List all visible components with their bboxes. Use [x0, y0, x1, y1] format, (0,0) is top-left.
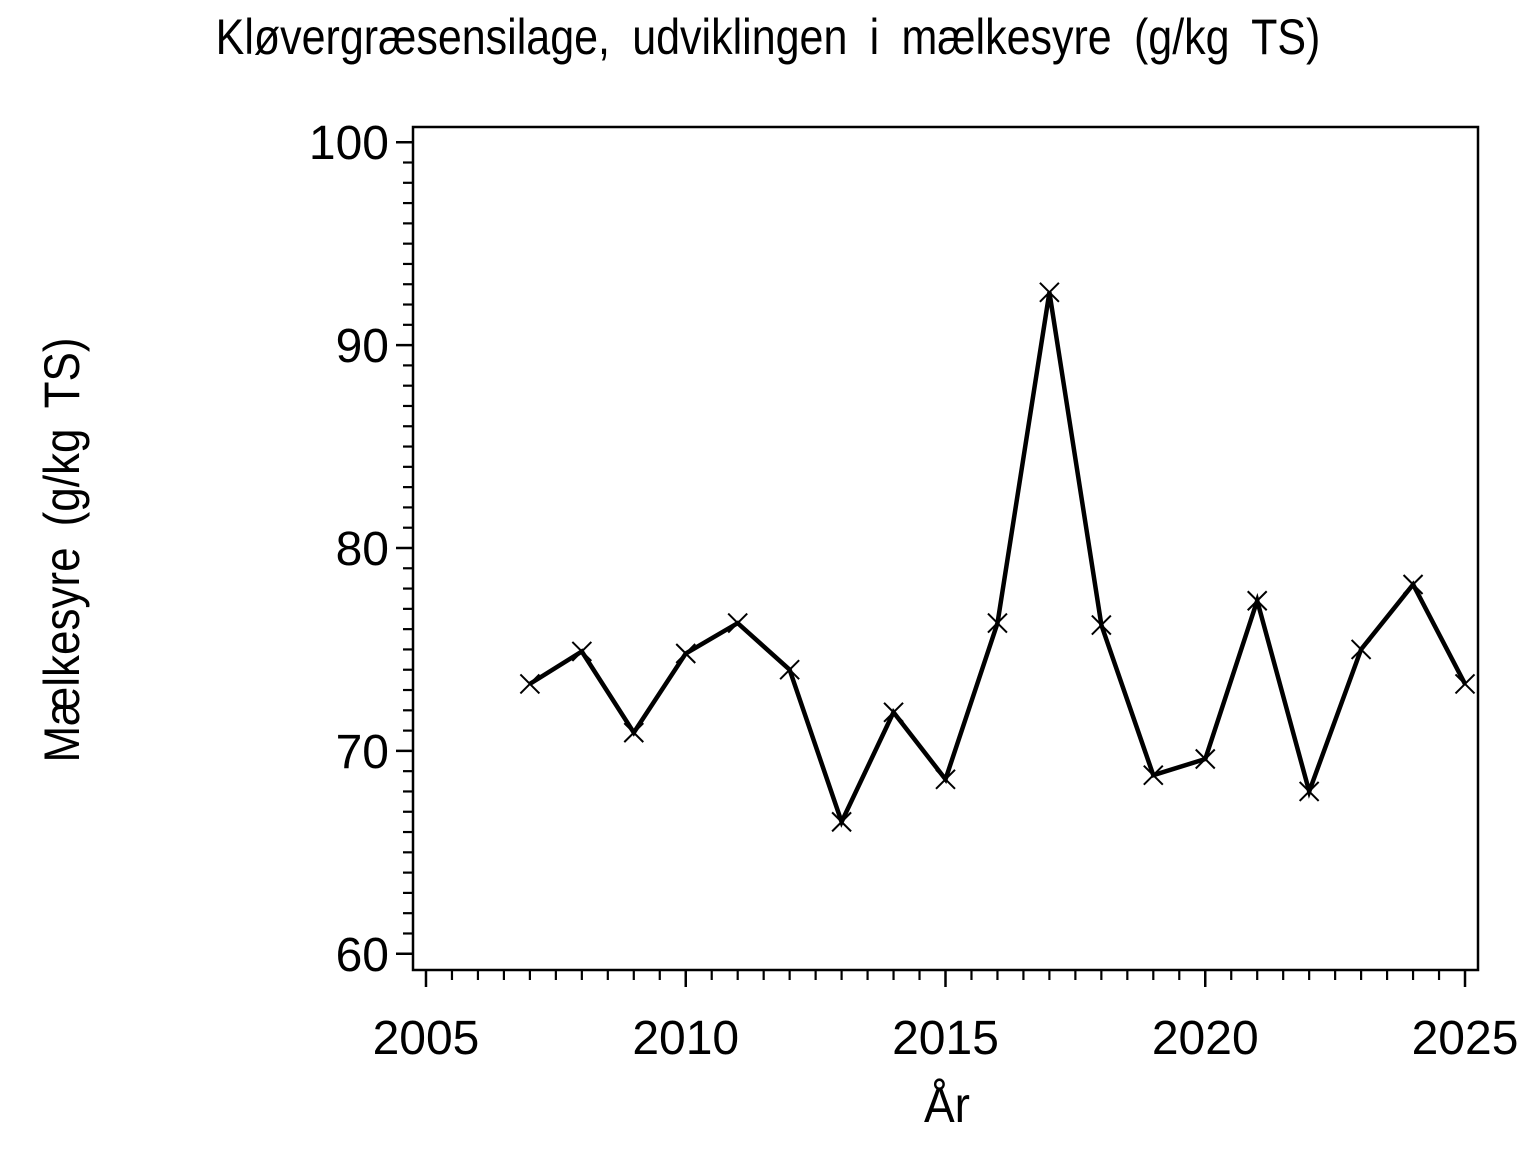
data-point-marker	[1195, 748, 1216, 770]
data-point-marker	[935, 769, 956, 790]
y-tick-label: 80	[336, 523, 389, 576]
x-tick-label: 2015	[892, 1012, 999, 1065]
x-tick-label: 2010	[632, 1012, 739, 1065]
data-point-marker	[1454, 673, 1476, 695]
data-point-marker	[1247, 590, 1268, 611]
y-tick-label: 90	[336, 320, 389, 373]
data-point-marker	[987, 612, 1008, 634]
data-point-marker	[1402, 574, 1424, 595]
data-point-marker	[1039, 282, 1060, 303]
y-tick-label: 60	[336, 929, 389, 982]
data-point-marker	[519, 673, 541, 695]
data-point-marker	[1298, 781, 1320, 802]
y-tick-label: 70	[336, 726, 389, 779]
x-tick-label: 2025	[1412, 1012, 1519, 1065]
data-point-marker	[779, 659, 800, 680]
series-line	[528, 292, 1467, 828]
data-point-marker	[1350, 639, 1372, 660]
x-axis-label: År	[924, 1077, 970, 1133]
plot-frame	[411, 125, 1480, 972]
data-point-marker	[1143, 765, 1164, 786]
data-point-marker	[623, 722, 645, 743]
data-point-marker	[831, 811, 852, 833]
y-tick-label: 100	[309, 117, 389, 170]
x-tick-label: 2005	[373, 1012, 480, 1065]
x-tick-label: 2020	[1152, 1012, 1259, 1065]
data-point-marker	[883, 702, 904, 723]
data-point-marker	[675, 643, 696, 664]
data-point-marker	[1091, 614, 1112, 636]
chart-title: Kløvergræsensilage, udviklingen i mælkes…	[215, 9, 1321, 65]
data-point-marker	[727, 612, 748, 634]
data-point-marker	[571, 641, 593, 662]
